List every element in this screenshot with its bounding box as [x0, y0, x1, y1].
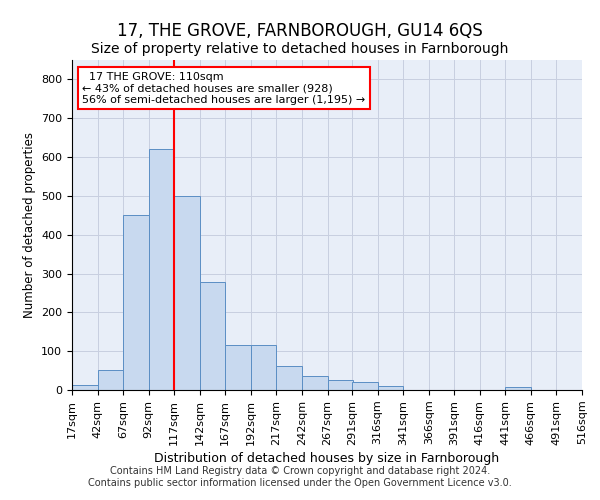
- Bar: [174, 196, 200, 390]
- Text: Contains HM Land Registry data © Crown copyright and database right 2024.
Contai: Contains HM Land Registry data © Crown c…: [88, 466, 512, 487]
- Text: Size of property relative to detached houses in Farnborough: Size of property relative to detached ho…: [91, 42, 509, 56]
- Bar: [328, 380, 353, 390]
- Bar: [505, 387, 531, 390]
- Bar: [123, 216, 149, 390]
- Text: 17, THE GROVE, FARNBOROUGH, GU14 6QS: 17, THE GROVE, FARNBOROUGH, GU14 6QS: [117, 22, 483, 40]
- Bar: [302, 376, 328, 390]
- Bar: [98, 370, 123, 390]
- Text: 17 THE GROVE: 110sqm  
← 43% of detached houses are smaller (928)
56% of semi-de: 17 THE GROVE: 110sqm ← 43% of detached h…: [82, 72, 365, 105]
- X-axis label: Distribution of detached houses by size in Farnborough: Distribution of detached houses by size …: [154, 452, 500, 465]
- Bar: [200, 282, 226, 390]
- Bar: [352, 382, 377, 390]
- Bar: [251, 344, 277, 390]
- Y-axis label: Number of detached properties: Number of detached properties: [23, 132, 35, 318]
- Bar: [226, 344, 251, 390]
- Bar: [149, 148, 174, 390]
- Bar: [277, 366, 302, 390]
- Bar: [377, 386, 403, 390]
- Bar: [72, 385, 98, 390]
